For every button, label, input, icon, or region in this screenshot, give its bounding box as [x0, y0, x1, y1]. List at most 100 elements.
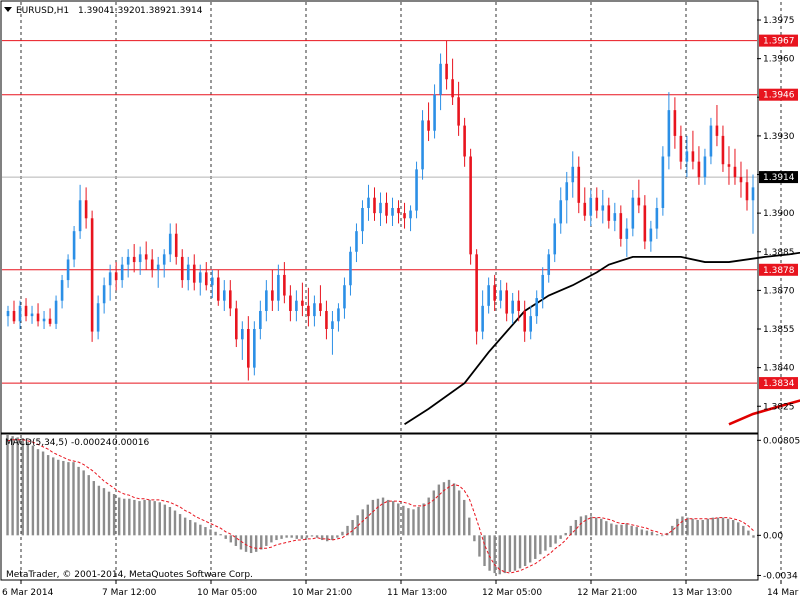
candle [421, 110, 424, 180]
candle [138, 246, 142, 275]
candle [553, 218, 557, 263]
candle-body [547, 254, 551, 275]
candle-body [505, 290, 508, 314]
macd-histogram-bar [107, 491, 111, 536]
candle-body [373, 197, 376, 214]
candle [559, 187, 563, 234]
macd-histogram-bar [468, 517, 471, 536]
macd-histogram-bar [407, 508, 410, 536]
candle [541, 267, 545, 309]
candle-body [307, 305, 310, 317]
macd-histogram-bar [412, 509, 415, 536]
candle-body [385, 202, 388, 216]
candle-body [679, 135, 683, 162]
candle [222, 280, 226, 311]
candle [523, 300, 526, 342]
macd-histogram-bar [371, 499, 375, 536]
macd-histogram-bar [224, 535, 227, 539]
macd-histogram-bar [117, 497, 121, 536]
macd-histogram-bar [645, 530, 649, 536]
candle [745, 169, 749, 211]
candle-body [289, 295, 292, 311]
macd-histogram-bar [168, 507, 172, 536]
candle-body [42, 318, 46, 322]
candle-body [565, 182, 569, 201]
x-axis-tick-label: 14 Mar 05:00 [767, 588, 800, 598]
candle [204, 262, 208, 291]
macd-histogram-bar [320, 535, 324, 541]
level-price-tag [759, 263, 798, 276]
candle [168, 223, 172, 263]
candle-body [12, 310, 16, 322]
candle-body [685, 151, 689, 162]
current-price-tag-label: 1.3914 [763, 173, 795, 183]
candle-body [259, 310, 262, 330]
candle [271, 269, 274, 311]
macd-histogram-bar [229, 535, 233, 543]
candle-body [511, 300, 514, 314]
x-axis-tick-label: 11 Mar 13:00 [387, 588, 447, 598]
macd-histogram-bar [726, 518, 730, 536]
candle [511, 292, 514, 324]
candle [409, 205, 412, 232]
candle [415, 161, 418, 219]
candle [66, 254, 70, 288]
copyright-text: MetaTrader, © 2001-2014, MetaQuotes Soft… [6, 570, 253, 580]
x-axis-tick-label: 12 Mar 05:00 [482, 588, 542, 598]
macd-histogram-bar [711, 517, 715, 536]
candle [42, 310, 46, 330]
macd-histogram-bar [128, 498, 131, 536]
candle-body [204, 272, 208, 286]
candle [475, 249, 478, 345]
candle [751, 174, 755, 234]
candle [433, 84, 436, 139]
macd-histogram-bar [650, 531, 654, 536]
candle-body [397, 207, 400, 214]
macd-histogram-bar [178, 514, 182, 536]
candle [295, 290, 298, 322]
level-price-tag [759, 377, 798, 390]
candle [60, 274, 64, 309]
candle-body [325, 310, 328, 330]
candle-body [331, 321, 334, 330]
macd-histogram-bar [285, 535, 288, 538]
candle-body [180, 256, 184, 281]
macd-histogram-bar [183, 517, 187, 536]
candle [619, 205, 623, 247]
candle [637, 179, 641, 214]
macd-histogram-bar [544, 535, 547, 551]
candle [439, 53, 442, 111]
macd-histogram-bar [493, 535, 496, 574]
symbol-dropdown-icon[interactable] [4, 7, 12, 12]
macd-signal-line [7, 439, 754, 574]
candle-body [343, 285, 346, 309]
macd-histogram-bar [539, 535, 542, 555]
candle [192, 254, 196, 291]
candle-body [277, 274, 280, 301]
macd-histogram-bar [518, 535, 522, 569]
candle [337, 303, 340, 332]
candle [601, 189, 605, 224]
candle [198, 264, 202, 296]
macd-histogram-bar [554, 535, 557, 544]
macd-histogram-bar [574, 519, 578, 536]
candle [331, 310, 334, 355]
candle [12, 300, 16, 324]
candle [691, 130, 695, 170]
candle [108, 264, 112, 301]
macd-histogram-bar [381, 497, 385, 536]
candle [463, 117, 466, 167]
macd-histogram-bar [199, 524, 202, 536]
candle [661, 146, 665, 216]
macd-histogram-bar [112, 494, 116, 536]
macd-histogram-bar [67, 462, 70, 536]
macd-histogram-bar [290, 535, 293, 538]
macd-histogram-bar [402, 505, 405, 536]
macd-histogram-bar [346, 525, 349, 536]
candle-body [198, 272, 202, 283]
x-axis-tick-label: 10 Mar 05:00 [197, 588, 257, 598]
candle [721, 125, 725, 172]
candle-body [541, 274, 545, 299]
